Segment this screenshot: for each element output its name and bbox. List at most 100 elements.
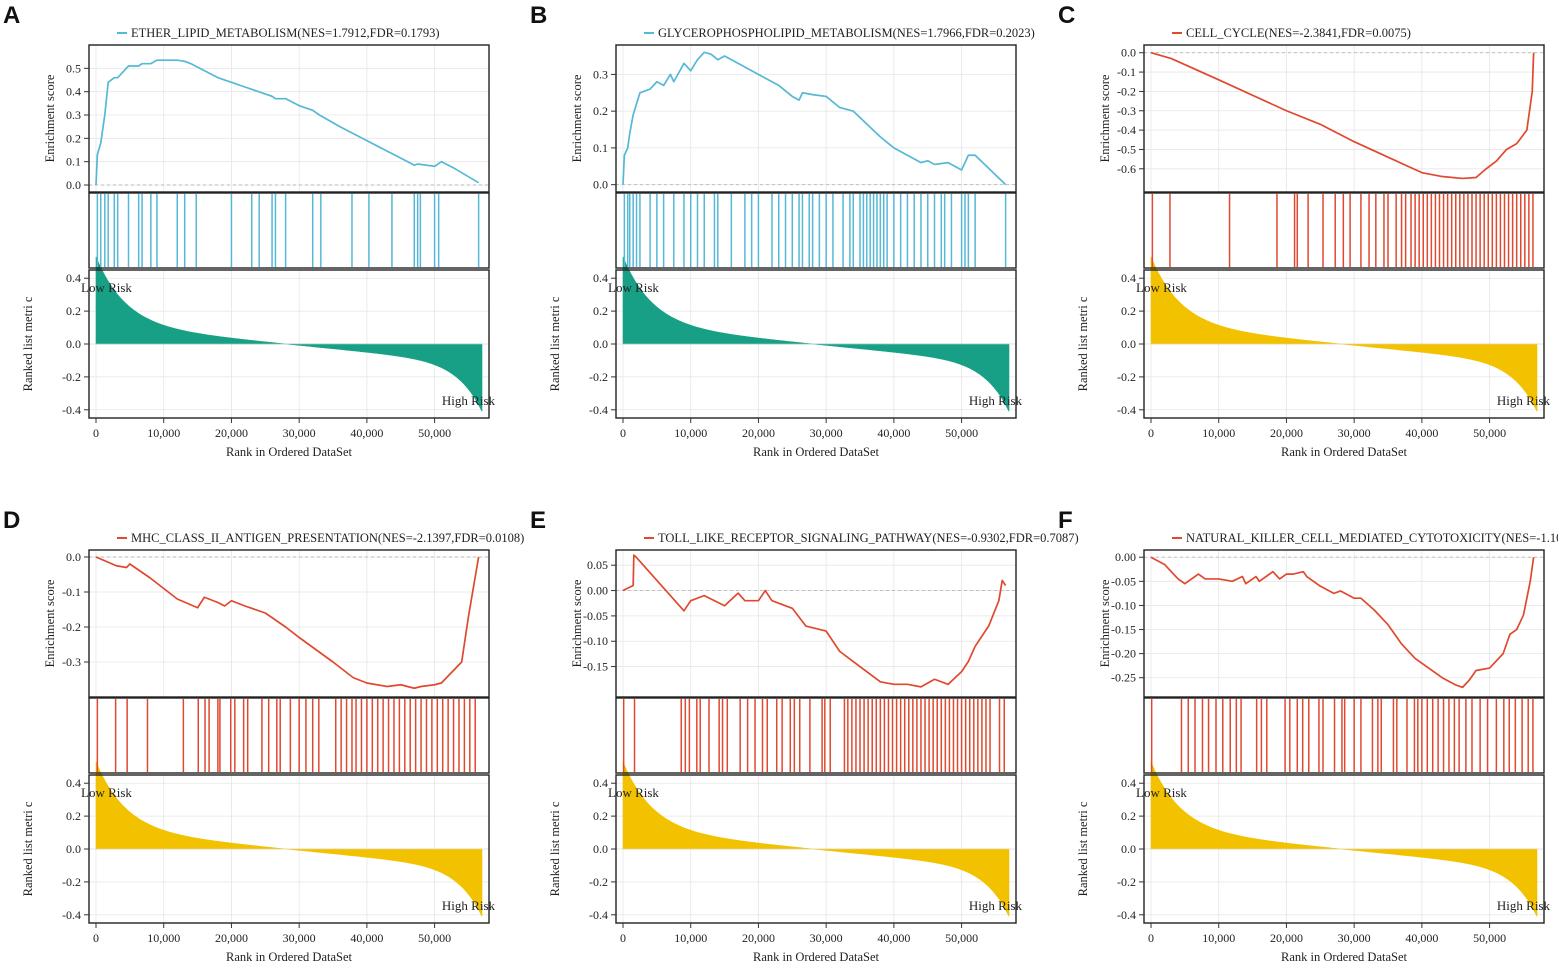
gsea-panel-d: D 0.0 -0.1 -0.2 -0.3 -0.4 -0.2 0.0 0.2 0.4 0 10,000… — [3, 507, 524, 964]
low-risk-label: Low Risk — [608, 280, 659, 295]
low-risk-label: Low Risk — [608, 785, 659, 800]
metric-y-tick-label: 0.2 — [593, 304, 608, 318]
x-tick-label: 10,000 — [674, 426, 707, 440]
es-y-tick-label: 0.3 — [66, 108, 81, 122]
low-risk-label: Low Risk — [81, 280, 132, 295]
x-tick-label: 50,000 — [1473, 931, 1506, 945]
x-tick-label: 20,000 — [215, 931, 248, 945]
es-plot-frame — [615, 549, 1017, 698]
es-y-tick-label: 0.2 — [593, 104, 608, 118]
legend-label: ETHER_LIPID_METABOLISM(NES=1.7912,FDR=0.… — [131, 26, 440, 40]
es-y-tick-label: -0.6 — [1117, 162, 1136, 176]
metric-y-tick-label: 0.2 — [1121, 809, 1136, 823]
enrichment-score-curve — [1150, 51, 1535, 180]
metric-y-tick-label: -0.4 — [1117, 403, 1136, 417]
panel-letter: B — [530, 2, 547, 29]
hits-plot-frame — [88, 192, 490, 269]
x-tick-label: 0 — [1148, 426, 1154, 440]
es-y-tick-label: 0.0 — [593, 178, 608, 192]
high-risk-label: High Risk — [442, 393, 496, 408]
panel-letter: E — [530, 507, 546, 534]
high-risk-label: High Risk — [1497, 898, 1551, 913]
x-tick-label: 50,000 — [418, 931, 451, 945]
gsea-panel-a: A 0.0 0.1 0.2 0.3 0.4 0.5 -0.4 -0.2 0.0 0.2 0.4 0 10,… — [3, 2, 495, 459]
metric-y-tick-label: 0.0 — [66, 337, 81, 351]
x-tick-label: 0 — [93, 426, 99, 440]
legend-label: NATURAL_KILLER_CELL_MEDIATED_CYTOTOXICIT… — [1186, 531, 1558, 545]
x-axis-title: Rank in Ordered DataSet — [1281, 950, 1408, 964]
metric-y-tick-label: -0.4 — [62, 908, 81, 922]
low-risk-label: Low Risk — [1136, 785, 1187, 800]
x-axis-title: Rank in Ordered DataSet — [1281, 445, 1408, 459]
x-tick-label: 20,000 — [1270, 426, 1303, 440]
x-tick-label: 50,000 — [945, 931, 978, 945]
ranked-metric-area — [1150, 761, 1538, 917]
legend-label: CELL_CYCLE(NES=-2.3841,FDR=0.0075) — [1186, 26, 1411, 40]
legend-label: MHC_CLASS_II_ANTIGEN_PRESENTATION(NES=-2… — [131, 531, 524, 545]
es-y-tick-label: 0.0 — [1121, 46, 1136, 60]
x-tick-label: 20,000 — [742, 931, 775, 945]
metric-y-tick-label: 0.2 — [1121, 304, 1136, 318]
high-risk-label: High Risk — [1497, 393, 1551, 408]
x-tick-label: 10,000 — [147, 931, 180, 945]
legend-label: GLYCEROPHOSPHOLIPID_METABOLISM(NES=1.796… — [658, 26, 1035, 40]
metric-y-axis-title: Ranked list metri c — [1076, 296, 1090, 391]
metric-y-tick-label: -0.4 — [1117, 908, 1136, 922]
es-y-tick-label: -0.5 — [1117, 142, 1136, 156]
es-y-tick-label: 0.00 — [587, 584, 608, 598]
es-plot-frame — [615, 44, 1017, 193]
x-tick-label: 50,000 — [1473, 426, 1506, 440]
ranked-metric-area — [622, 256, 1010, 412]
es-plot-frame — [1143, 549, 1545, 698]
es-y-tick-label: -0.10 — [583, 634, 608, 648]
metric-y-tick-label: -0.2 — [1117, 370, 1136, 384]
es-y-tick-label: 0.0 — [66, 550, 81, 564]
high-risk-label: High Risk — [969, 898, 1023, 913]
hits-plot-frame — [1143, 697, 1545, 774]
enrichment-score-curve — [95, 59, 480, 186]
metric-y-tick-label: 0.0 — [66, 842, 81, 856]
es-y-tick-label: -0.1 — [62, 585, 81, 599]
es-y-tick-label: 0.1 — [593, 141, 608, 155]
metric-y-axis-title: Ranked list metri c — [1076, 801, 1090, 896]
metric-y-tick-label: -0.4 — [62, 403, 81, 417]
low-risk-label: Low Risk — [1136, 280, 1187, 295]
es-plot-frame — [88, 44, 490, 193]
metric-y-tick-label: -0.2 — [1117, 875, 1136, 889]
es-y-axis-title: Enrichment score — [1098, 579, 1112, 667]
es-y-tick-label: 0.5 — [66, 61, 81, 75]
metric-y-tick-label: -0.2 — [62, 370, 81, 384]
hits-plot-frame — [1143, 192, 1545, 269]
x-tick-label: 20,000 — [215, 426, 248, 440]
es-y-tick-label: -0.2 — [1117, 84, 1136, 98]
panel-letter: C — [1058, 2, 1075, 29]
es-y-tick-label: -0.15 — [1111, 623, 1136, 637]
x-axis-title: Rank in Ordered DataSet — [753, 445, 880, 459]
es-y-axis-title: Enrichment score — [43, 579, 57, 667]
x-tick-label: 40,000 — [350, 426, 383, 440]
metric-y-axis-title: Ranked list metri c — [548, 801, 562, 896]
high-risk-label: High Risk — [969, 393, 1023, 408]
es-y-tick-label: -0.25 — [1111, 671, 1136, 685]
metric-y-tick-label: 0.0 — [1121, 842, 1136, 856]
es-plot-frame — [1143, 44, 1545, 193]
es-y-tick-label: 0.00 — [1115, 550, 1136, 564]
x-tick-label: 30,000 — [1338, 426, 1371, 440]
metric-y-tick-label: 0.2 — [66, 304, 81, 318]
x-tick-label: 10,000 — [147, 426, 180, 440]
es-y-tick-label: -0.05 — [583, 609, 608, 623]
metric-y-axis-title: Ranked list metri c — [21, 801, 35, 896]
gsea-panel-e: E 0.05 0.00 -0.05 -0.10 -0.15 -0.4 -0.2 0.0 0.2 0.… — [530, 507, 1079, 964]
metric-y-tick-label: 0.4 — [593, 776, 608, 790]
x-tick-label: 50,000 — [945, 426, 978, 440]
metric-y-tick-label: 0.0 — [593, 337, 608, 351]
es-y-axis-title: Enrichment score — [570, 74, 584, 162]
metric-y-tick-label: 0.4 — [66, 776, 81, 790]
x-tick-label: 0 — [620, 426, 626, 440]
x-tick-label: 10,000 — [674, 931, 707, 945]
panel-letter: D — [3, 507, 20, 534]
enrichment-score-curve — [1150, 556, 1535, 689]
high-risk-label: High Risk — [442, 898, 496, 913]
es-y-tick-label: -0.15 — [583, 660, 608, 674]
es-y-axis-title: Enrichment score — [43, 74, 57, 162]
